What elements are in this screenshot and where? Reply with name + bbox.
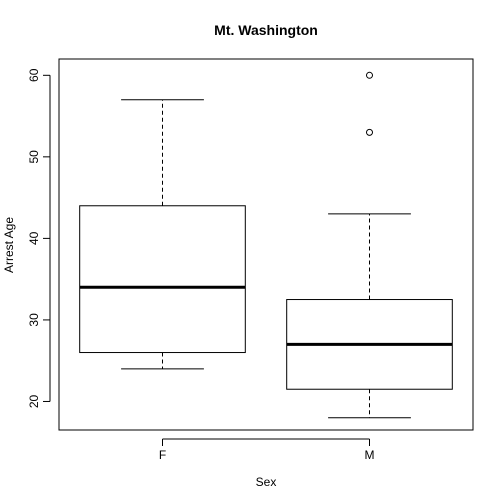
y-tick-label: 20 [27,394,41,408]
y-axis-label: Arrest Age [2,217,16,273]
x-axis-label: Sex [256,475,277,489]
plot-frame [58,58,474,431]
chart-marks: 20 30 40 50 60 F M [27,68,453,462]
y-tick-label: 50 [27,150,41,164]
outlier-point [366,71,373,79]
x-tick-label: F [159,448,166,462]
chart-title: Mt. Washington [214,22,318,38]
x-tick-label: M [365,448,375,462]
box-F [79,205,246,354]
y-tick-label: 40 [27,231,41,245]
y-tick-label: 60 [27,68,41,82]
y-tick-label: 30 [27,313,41,327]
outlier-point [366,128,373,136]
